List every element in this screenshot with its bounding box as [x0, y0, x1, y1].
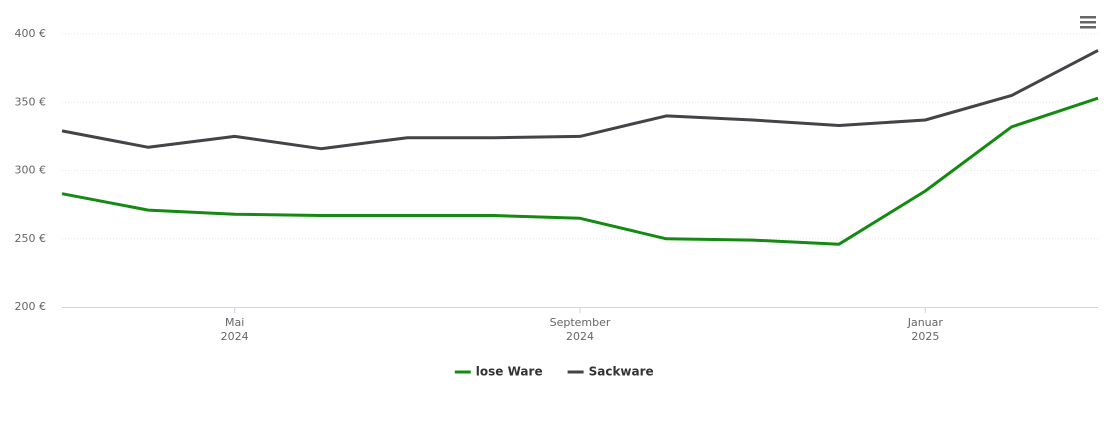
x-tick-label: Januar	[907, 316, 944, 329]
legend-item[interactable]: Sackware	[567, 365, 654, 379]
series-line	[61, 49, 1099, 151]
x-tick-label: 2024	[566, 330, 594, 343]
x-tick-label: Mai	[225, 316, 244, 329]
x-tick-label: September	[550, 316, 611, 329]
legend-label: Sackware	[589, 365, 654, 379]
y-tick-label: 350 €	[15, 95, 47, 108]
legend-label: lose Ware	[476, 365, 543, 379]
y-tick-label: 400 €	[15, 27, 47, 40]
x-tick-label: 2025	[911, 330, 939, 343]
legend-item[interactable]: lose Ware	[454, 365, 543, 379]
y-tick-label: 200 €	[15, 300, 47, 313]
legend: lose Ware Sackware	[454, 365, 654, 379]
menu-icon[interactable]	[1080, 16, 1096, 29]
y-tick-label: 250 €	[15, 232, 47, 245]
x-tick-label: 2024	[221, 330, 249, 343]
y-tick-label: 300 €	[15, 164, 47, 177]
series-line	[61, 96, 1099, 246]
